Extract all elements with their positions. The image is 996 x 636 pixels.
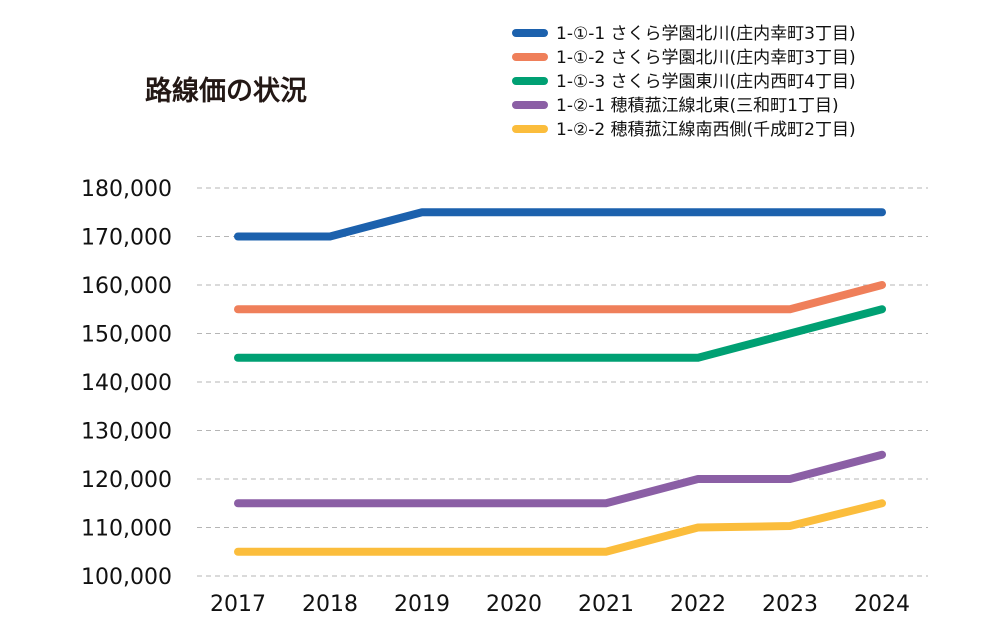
x-tick-label: 2021 [578, 592, 634, 617]
x-axis-ticks: 2017 2018 2019 2020 2021 2022 2023 2024 [210, 592, 910, 617]
y-tick-label: 180,000 [81, 177, 172, 202]
y-tick-label: 150,000 [81, 323, 172, 348]
series-line-3 [234, 305, 886, 362]
y-tick-label: 140,000 [81, 371, 172, 396]
y-tick-label: 100,000 [81, 565, 172, 590]
x-tick-label: 2018 [302, 592, 358, 617]
y-tick-label: 120,000 [81, 468, 172, 493]
chart-title: 路線価の状況 [145, 75, 307, 107]
y-tick-label: 170,000 [81, 226, 172, 251]
legend-label: 1-①-1 さくら学園北川(庄内幸町3丁目) [556, 24, 856, 44]
series-line-4 [234, 450, 886, 508]
legend-item: 1-①-1 さくら学園北川(庄内幸町3丁目) [512, 24, 856, 44]
legend-label: 1-①-2 さくら学園北川(庄内幸町3丁目) [556, 48, 856, 68]
series-line-2 [234, 281, 886, 314]
x-tick-label: 2019 [394, 592, 450, 617]
series-line-1 [234, 208, 886, 241]
legend-label: 1-②-2 穂積菰江線南西側(千成町2丁目) [556, 120, 856, 140]
y-tick-label: 130,000 [81, 420, 172, 445]
legend-item: 1-②-2 穂積菰江線南西側(千成町2丁目) [512, 120, 856, 140]
y-tick-label: 110,000 [81, 517, 172, 542]
x-tick-label: 2020 [486, 592, 542, 617]
legend-label: 1-②-1 穂積菰江線北東(三和町1丁目) [556, 96, 839, 116]
legend-label: 1-①-3 さくら学園東川(庄内西町4丁目) [556, 72, 856, 92]
x-tick-label: 2024 [854, 592, 910, 617]
legend: 1-①-1 さくら学園北川(庄内幸町3丁目) 1-①-2 さくら学園北川(庄内幸町… [512, 24, 856, 140]
x-tick-label: 2017 [210, 592, 266, 617]
series-lines [234, 208, 886, 556]
x-tick-label: 2022 [670, 592, 726, 617]
legend-item: 1-①-3 さくら学園東川(庄内西町4丁目) [512, 72, 856, 92]
legend-item: 1-①-2 さくら学園北川(庄内幸町3丁目) [512, 48, 856, 68]
x-tick-label: 2023 [762, 592, 818, 617]
y-tick-label: 160,000 [81, 274, 172, 299]
series-line-5 [234, 499, 886, 556]
legend-item: 1-②-1 穂積菰江線北東(三和町1丁目) [512, 96, 839, 116]
y-axis-ticks: 100,000 110,000 120,000 130,000 140,000 150,0… [81, 177, 172, 590]
